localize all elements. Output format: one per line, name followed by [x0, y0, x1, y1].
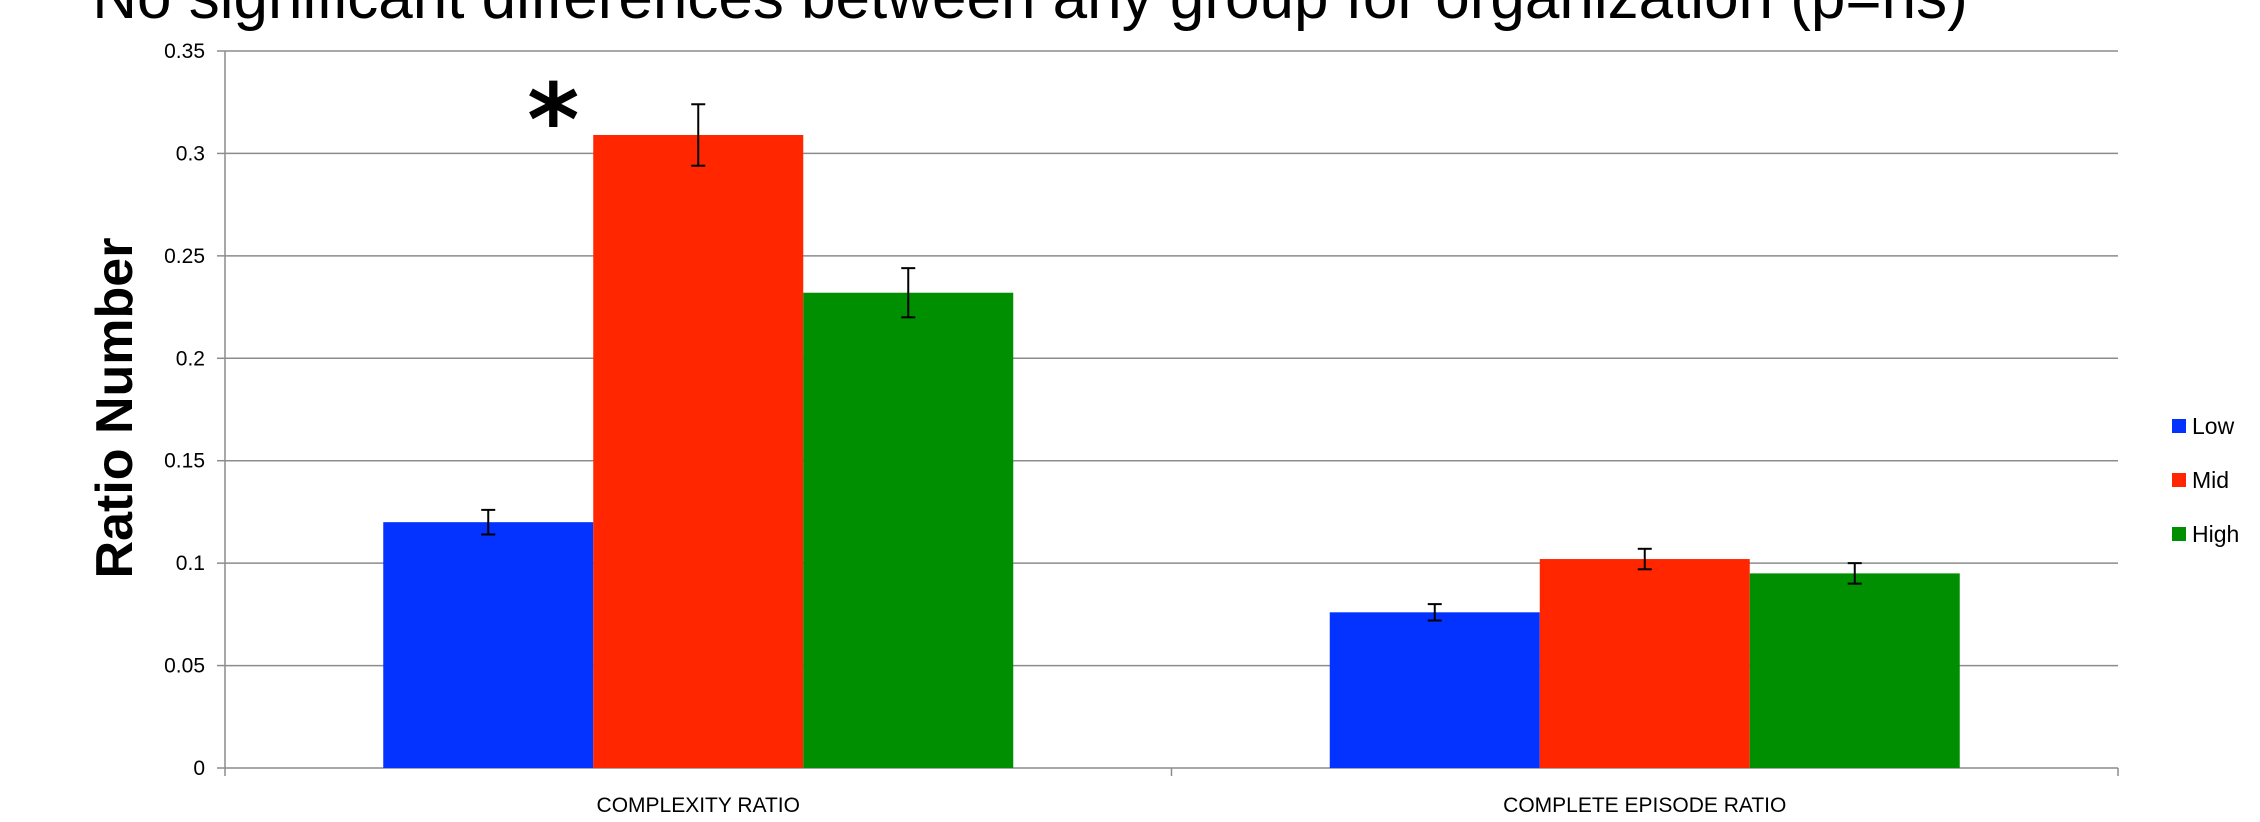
legend-label: High — [2192, 521, 2239, 547]
chart-title: No significant differences between any g… — [92, 0, 1967, 32]
bar-high-0 — [803, 292, 1014, 768]
legend-label: Low — [2192, 413, 2235, 439]
y-tick-label: 0.05 — [164, 655, 205, 678]
category-label: COMPLEXITY RATIO — [597, 794, 800, 817]
y-tick-label: 0.3 — [176, 142, 205, 165]
legend: Low Mid High — [2172, 413, 2239, 547]
annotations: * — [527, 62, 579, 179]
significance-asterisk: * — [527, 62, 579, 179]
y-tick-label: 0.15 — [164, 450, 205, 473]
bars — [383, 134, 1960, 768]
legend-label: Mid — [2192, 467, 2229, 493]
bar-low-1 — [1329, 612, 1540, 768]
bar-mid-0 — [593, 134, 804, 768]
bar-high-1 — [1749, 573, 1960, 768]
bar-low-0 — [383, 522, 594, 768]
legend-swatch-low — [2172, 419, 2186, 433]
bar-mid-1 — [1539, 559, 1750, 768]
category-label: COMPLETE EPISODE RATIO — [1503, 794, 1786, 817]
y-tick-label: 0.25 — [164, 245, 205, 268]
y-tick-labels: 0 0.05 0.1 0.15 0.2 0.25 0.3 0.35 — [164, 40, 205, 780]
error-bars — [481, 103, 1862, 622]
y-tick-label: 0.35 — [164, 40, 205, 63]
y-tick-label: 0.2 — [176, 347, 205, 370]
y-axis-label: Ratio Number — [86, 238, 144, 579]
y-tick-label: 0.1 — [176, 552, 205, 575]
y-tick-label: 0 — [193, 757, 205, 780]
legend-swatch-mid — [2172, 473, 2186, 487]
legend-swatch-high — [2172, 527, 2186, 541]
category-labels: COMPLEXITY RATIO COMPLETE EPISODE RATIO — [597, 794, 1787, 817]
